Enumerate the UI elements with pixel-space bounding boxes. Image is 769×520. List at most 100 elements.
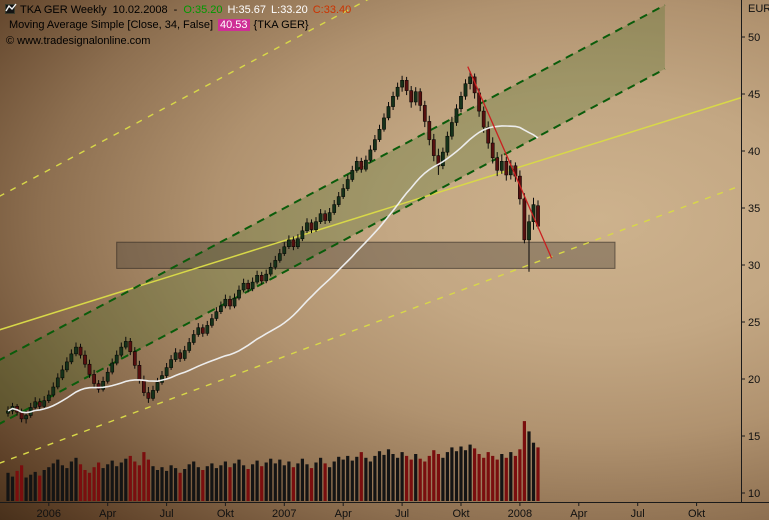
candle-body xyxy=(228,298,232,307)
candle-body xyxy=(323,213,327,221)
volume-bar xyxy=(20,465,24,501)
green-channel-lower-line[interactable] xyxy=(0,68,666,432)
volume-bar xyxy=(468,444,472,501)
candle-body xyxy=(345,179,350,189)
volume-bar xyxy=(477,454,481,501)
volume-bar xyxy=(319,457,323,501)
volume-bar xyxy=(355,456,359,501)
candle-body xyxy=(6,410,10,414)
red-downtrend-line[interactable] xyxy=(467,66,553,259)
volume-bar xyxy=(518,449,522,501)
volume-bar xyxy=(142,452,146,501)
green-channel-upper-line[interactable] xyxy=(0,4,666,368)
volume-bar xyxy=(38,475,42,501)
volume-bar xyxy=(83,470,87,501)
yellow-trendline-solid[interactable] xyxy=(0,96,742,331)
indicator-value-badge: 40.53 xyxy=(218,19,250,31)
price-axis-label: 25 xyxy=(748,317,760,329)
volume-bar xyxy=(192,461,196,501)
time-axis-label: Okt xyxy=(217,508,234,520)
plot-area xyxy=(0,0,742,501)
volume-bar xyxy=(359,452,363,501)
volume-bar xyxy=(210,463,214,501)
volume-bar xyxy=(97,462,101,501)
volume-bar xyxy=(509,452,513,501)
candle-body xyxy=(255,275,259,283)
instrument-title: TKA GER Weekly xyxy=(20,4,107,16)
candle-body xyxy=(364,159,368,170)
volume-bar xyxy=(522,421,526,501)
candle-body xyxy=(19,411,24,420)
indicator-scope: {TKA GER} xyxy=(253,19,309,31)
volume-bar xyxy=(432,450,436,501)
volume-bar xyxy=(33,471,37,501)
candle-body xyxy=(87,363,92,375)
volume-bar xyxy=(10,476,15,501)
candle-body xyxy=(296,238,300,248)
volume-bar xyxy=(504,457,508,501)
candle-body xyxy=(522,198,527,241)
candle-body xyxy=(83,354,87,365)
candle-body xyxy=(151,390,155,399)
candle-body xyxy=(196,327,201,335)
volume-bar xyxy=(115,466,119,501)
time-axis-label: 2008 xyxy=(508,508,532,520)
candle-body xyxy=(78,346,83,356)
copyright-watermark: © www.tradesignalonline.com xyxy=(6,35,151,47)
volume-bar xyxy=(242,465,246,501)
candle-body xyxy=(24,415,28,420)
time-axis-label: Okt xyxy=(688,508,705,520)
candle-body xyxy=(105,371,110,382)
candle-body xyxy=(223,298,228,307)
volume-bar xyxy=(196,467,200,501)
volume-bar xyxy=(69,461,73,501)
volume-bar xyxy=(78,464,83,501)
volume-bar xyxy=(368,461,372,501)
yellow-channel-upper-line[interactable] xyxy=(0,0,370,197)
volume-bar xyxy=(183,469,187,501)
volume-bar xyxy=(527,431,531,501)
candle-body xyxy=(404,80,409,91)
volume-bar xyxy=(536,447,540,501)
candle-body xyxy=(373,139,377,151)
volume-bar xyxy=(373,455,377,501)
candle-body xyxy=(219,305,223,312)
volume-bar xyxy=(482,457,486,501)
time-axis-label: Jul xyxy=(631,508,645,520)
candle-body xyxy=(413,91,418,103)
support-zone-box[interactable] xyxy=(116,241,616,269)
candle-body xyxy=(182,350,187,359)
volume-bar xyxy=(174,468,178,501)
low-value: L:33.20 xyxy=(271,4,308,16)
candle-body xyxy=(114,354,119,364)
volume-bar xyxy=(269,458,273,501)
volume-bar xyxy=(151,466,155,501)
candle-body xyxy=(395,86,400,97)
volume-bar xyxy=(29,474,33,501)
candle-body xyxy=(155,382,160,391)
candle-body xyxy=(359,161,364,170)
price-axis-label: 50 xyxy=(748,32,760,44)
volume-bar xyxy=(296,463,300,501)
volume-bar xyxy=(124,458,128,501)
candle-body xyxy=(459,96,463,110)
time-axis-label: Apr xyxy=(99,508,116,520)
volume-bar xyxy=(436,454,440,501)
candle-body xyxy=(427,121,432,140)
volume-bar xyxy=(337,456,341,501)
yellow-channel-lower-line[interactable] xyxy=(0,184,742,464)
candle-body xyxy=(259,275,264,282)
price-axis-label: 40 xyxy=(748,146,760,158)
candle-body xyxy=(418,91,423,106)
candle-body xyxy=(318,213,323,222)
candle-body xyxy=(468,76,472,84)
volume-bar xyxy=(165,470,169,501)
volume-bar xyxy=(178,472,182,501)
candle-body xyxy=(146,392,151,399)
candle-body xyxy=(187,342,192,351)
candle-body xyxy=(191,334,196,343)
instrument-icon xyxy=(5,4,15,14)
moving-average-line[interactable] xyxy=(7,125,539,414)
candle-body xyxy=(386,106,391,119)
